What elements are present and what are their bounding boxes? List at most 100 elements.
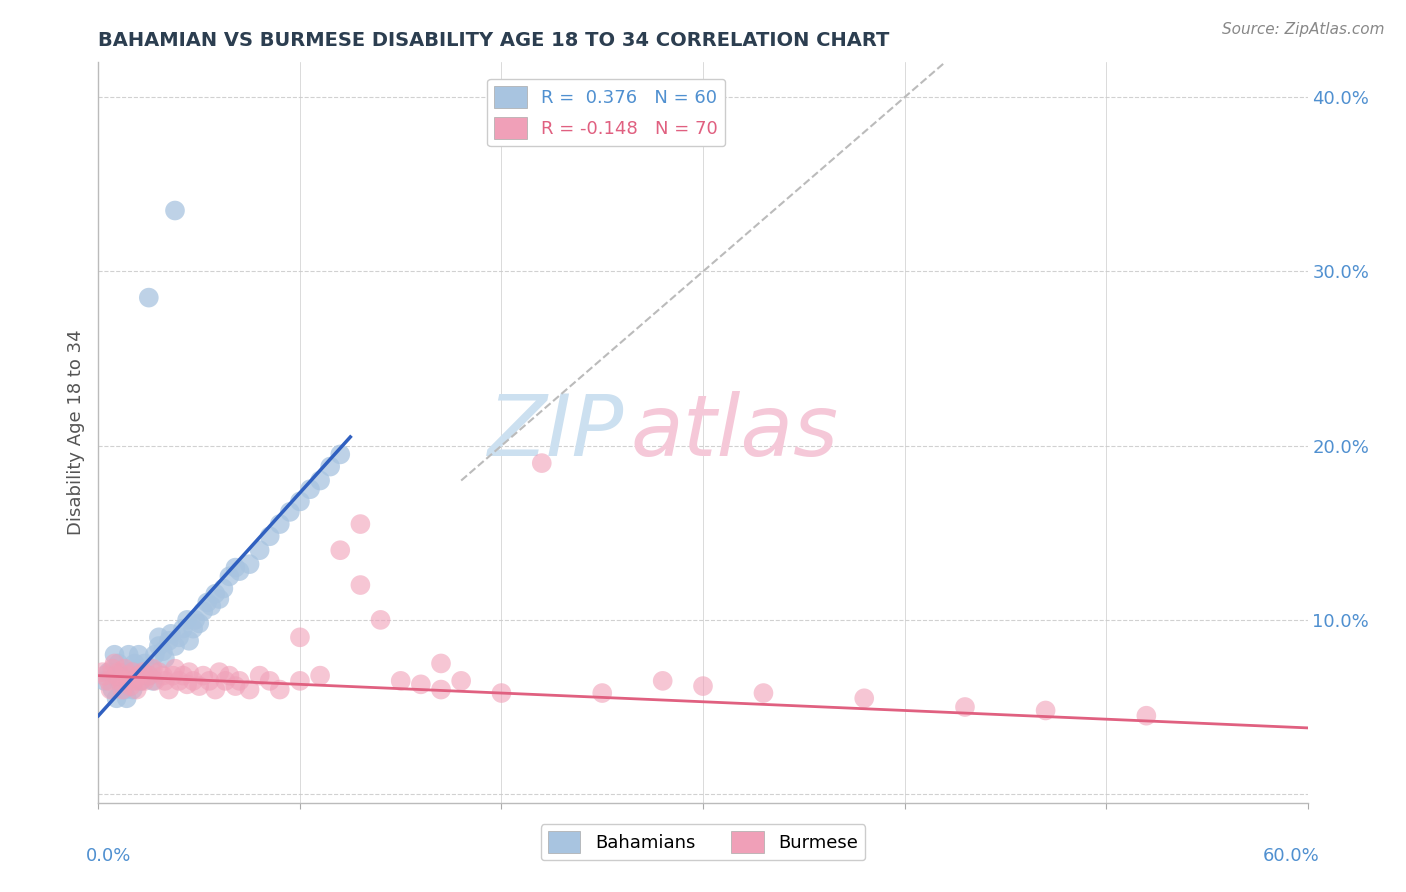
Text: BAHAMIAN VS BURMESE DISABILITY AGE 18 TO 34 CORRELATION CHART: BAHAMIAN VS BURMESE DISABILITY AGE 18 TO…	[98, 30, 890, 50]
Point	[93, 673, 115, 688]
Point	[153, 651, 176, 665]
Point	[204, 587, 226, 601]
Point	[176, 677, 198, 691]
Point	[752, 686, 775, 700]
Point	[118, 668, 141, 682]
Point	[138, 668, 160, 682]
Point	[172, 668, 194, 682]
Point	[1135, 708, 1157, 723]
Point	[319, 459, 342, 474]
Point	[142, 662, 165, 676]
Point	[214, 673, 236, 688]
Point	[134, 673, 156, 688]
Point	[430, 682, 453, 697]
Point	[138, 291, 160, 305]
Point	[259, 673, 281, 688]
Point	[128, 668, 150, 682]
Point	[103, 657, 125, 671]
Point	[249, 668, 271, 682]
Point	[120, 679, 142, 693]
Point	[208, 665, 231, 680]
Point	[153, 673, 176, 688]
Point	[143, 673, 166, 688]
Point	[309, 668, 332, 682]
Point	[218, 569, 240, 583]
Point	[370, 613, 392, 627]
Point	[97, 665, 120, 680]
Point	[110, 673, 132, 688]
Point	[152, 668, 174, 682]
Point	[148, 639, 170, 653]
Point	[193, 668, 215, 682]
Point	[430, 657, 453, 671]
Point	[200, 599, 222, 613]
Point	[105, 691, 128, 706]
Point	[163, 639, 186, 653]
Point	[114, 662, 136, 676]
Point	[167, 673, 190, 688]
Point	[157, 682, 180, 697]
Point	[157, 633, 180, 648]
Point	[125, 682, 148, 697]
Point	[111, 682, 134, 697]
Point	[651, 673, 673, 688]
Point	[114, 682, 136, 697]
Point	[101, 682, 124, 697]
Point	[259, 529, 281, 543]
Point	[288, 494, 311, 508]
Point	[93, 668, 115, 682]
Point	[181, 622, 204, 636]
Point	[239, 557, 262, 571]
Point	[129, 673, 152, 688]
Point	[309, 474, 332, 488]
Point	[184, 613, 207, 627]
Point	[97, 673, 120, 688]
Point	[118, 665, 141, 680]
Point	[278, 505, 301, 519]
Text: 60.0%: 60.0%	[1263, 847, 1320, 865]
Point	[100, 682, 122, 697]
Point	[142, 673, 165, 688]
Point	[269, 682, 291, 697]
Point	[107, 673, 129, 688]
Point	[148, 630, 170, 644]
Point	[228, 673, 250, 688]
Point	[389, 673, 412, 688]
Point	[125, 668, 148, 682]
Point	[101, 662, 124, 676]
Point	[103, 648, 125, 662]
Point	[138, 668, 160, 682]
Y-axis label: Disability Age 18 to 34: Disability Age 18 to 34	[66, 330, 84, 535]
Point	[124, 657, 146, 671]
Point	[120, 673, 142, 688]
Point	[176, 613, 198, 627]
Point	[953, 700, 976, 714]
Point	[167, 630, 190, 644]
Point	[162, 668, 184, 682]
Point	[329, 447, 352, 461]
Point	[107, 657, 129, 671]
Point	[91, 665, 114, 680]
Point	[204, 682, 226, 697]
Point	[195, 595, 218, 609]
Point	[148, 665, 170, 680]
Point	[124, 673, 146, 688]
Point	[299, 482, 322, 496]
Point	[121, 682, 143, 697]
Point	[249, 543, 271, 558]
Point	[143, 648, 166, 662]
Point	[218, 668, 240, 682]
Point	[111, 665, 134, 680]
Point	[118, 648, 141, 662]
Point	[128, 648, 150, 662]
Point	[160, 627, 183, 641]
Text: ZIP: ZIP	[488, 391, 624, 475]
Point	[132, 665, 155, 680]
Point	[530, 456, 553, 470]
Point	[134, 657, 156, 671]
Point	[105, 668, 128, 682]
Text: atlas: atlas	[630, 391, 838, 475]
Point	[349, 578, 371, 592]
Point	[224, 679, 246, 693]
Point	[409, 677, 432, 691]
